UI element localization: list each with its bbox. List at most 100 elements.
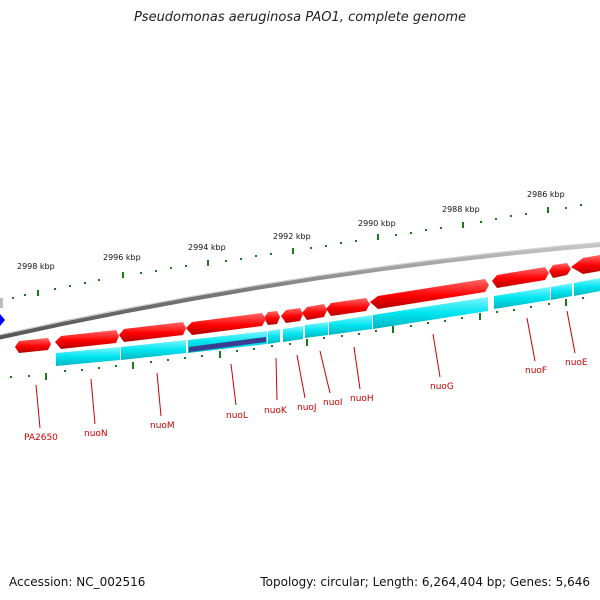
gene-label-nuof[interactable]: nuoF [525, 366, 547, 376]
gene-labels: PA2650 nuoN nuoM nuoL nuoK nuoJ nuoI nuo… [24, 358, 588, 443]
gene-arrow-forward[interactable] [370, 279, 489, 309]
scale-dot [98, 367, 100, 369]
gene-label-pa2650[interactable]: PA2650 [24, 433, 58, 443]
gene-label-nuoj[interactable]: nuoJ [297, 403, 317, 413]
cds-segment[interactable] [305, 322, 328, 338]
scale-dot [355, 240, 357, 242]
scale-dot [444, 320, 446, 322]
scale-dot [358, 333, 360, 335]
gene-arrow-forward[interactable] [492, 267, 549, 288]
cds-segment[interactable] [329, 315, 372, 335]
scale-dot [54, 288, 56, 290]
callout-line [526, 317, 536, 362]
scale-dot [84, 282, 86, 284]
cds-segment[interactable] [494, 287, 550, 309]
gene-arrow-forward[interactable] [119, 322, 186, 342]
scale-label: 2994 kbp [188, 243, 226, 252]
callout-line [156, 372, 162, 417]
gene-arrow-forward[interactable] [326, 298, 370, 316]
cds-selected-highlight[interactable] [189, 337, 266, 352]
scale-label: 2990 kbp [358, 219, 396, 228]
scale-dot [425, 229, 427, 231]
scale-dot [395, 234, 397, 236]
gene-label-nuog[interactable]: nuoG [430, 382, 454, 392]
scale-dot [12, 297, 14, 299]
scale-tick [565, 299, 567, 306]
gene-label-nuoe[interactable]: nuoE [565, 358, 588, 368]
cds-segment[interactable] [551, 283, 572, 300]
scale-dot [185, 265, 187, 267]
cds-segment[interactable] [574, 278, 600, 296]
scale-dot [461, 317, 463, 319]
genome-backbone [0, 241, 600, 340]
scale-dot [495, 218, 497, 220]
scale-dot [98, 279, 100, 281]
gene-arrow-forward[interactable] [549, 263, 571, 278]
scale-dot [271, 345, 273, 347]
scale-dot [140, 272, 142, 274]
scale-dot [375, 330, 377, 332]
edge-marker [0, 298, 3, 308]
scale-dot [24, 294, 26, 296]
scale-dot [81, 369, 83, 371]
scale-dot [240, 258, 242, 260]
scale-dot [513, 309, 515, 311]
cds-segment[interactable] [56, 347, 120, 366]
gene-callout-lines [35, 310, 576, 429]
scale-dot [582, 297, 584, 299]
genome-summary-text: Topology: circular; Length: 6,264,404 bp… [260, 575, 590, 589]
cds-segment[interactable] [121, 340, 186, 360]
callout-line [353, 346, 361, 390]
gene-arrow-forward[interactable] [281, 308, 303, 323]
scale-dot [565, 207, 567, 209]
gene-label-nuoi[interactable]: nuoI [323, 398, 343, 408]
gene-label-nuon[interactable]: nuoN [84, 429, 108, 439]
cds-segment[interactable] [283, 326, 303, 342]
gene-arrow-forward[interactable] [571, 255, 600, 274]
scale-dot [325, 245, 327, 247]
gene-label-nuom[interactable]: nuoM [150, 421, 175, 431]
gene-label-nuoh[interactable]: nuoH [350, 394, 374, 404]
gene-label-nuol[interactable]: nuoL [226, 411, 248, 421]
scale-dot [440, 227, 442, 229]
scale-dot [155, 270, 157, 272]
scale-tick [547, 207, 549, 213]
scale-tick [462, 222, 464, 228]
scale-dot [28, 375, 30, 377]
scale-dots-upper [12, 204, 582, 299]
gene-arrow-forward[interactable] [186, 313, 266, 335]
scale-dot [310, 247, 312, 249]
locator-diamond-icon[interactable] [0, 314, 5, 326]
scale-dots-lower [10, 297, 584, 380]
scale-dot [150, 361, 152, 363]
scale-dot [170, 267, 172, 269]
gene-arrow-forward[interactable] [55, 330, 119, 349]
scale-labels: 2998 kbp 2996 kbp 2994 kbp 2992 kbp 2990… [17, 190, 565, 271]
cds-segment[interactable] [373, 297, 488, 329]
gene-arrow-forward[interactable] [302, 304, 327, 320]
scale-dot [480, 221, 482, 223]
scale-dot [115, 365, 117, 367]
scale-label: 2998 kbp [17, 262, 55, 271]
scale-dot [530, 306, 532, 308]
genome-backbone-highlight [0, 241, 600, 336]
scale-tick [219, 351, 221, 358]
gene-arrow-forward[interactable] [15, 338, 51, 353]
scale-tick [37, 290, 39, 296]
scale-tick [292, 248, 294, 254]
accession-text: Accession: NC_002516 [9, 575, 146, 589]
scale-dot [510, 215, 512, 217]
cds-band [56, 278, 600, 366]
scale-dot [64, 370, 66, 372]
scale-dot [525, 213, 527, 215]
scale-dot [69, 285, 71, 287]
cds-segment[interactable] [268, 329, 280, 344]
gene-label-nuok[interactable]: nuoK [264, 406, 288, 416]
scale-dot [580, 204, 582, 206]
gene-arrow-forward[interactable] [264, 311, 280, 325]
scale-label: 2988 kbp [442, 205, 480, 214]
scale-tick [479, 313, 481, 320]
callout-line [275, 357, 278, 401]
